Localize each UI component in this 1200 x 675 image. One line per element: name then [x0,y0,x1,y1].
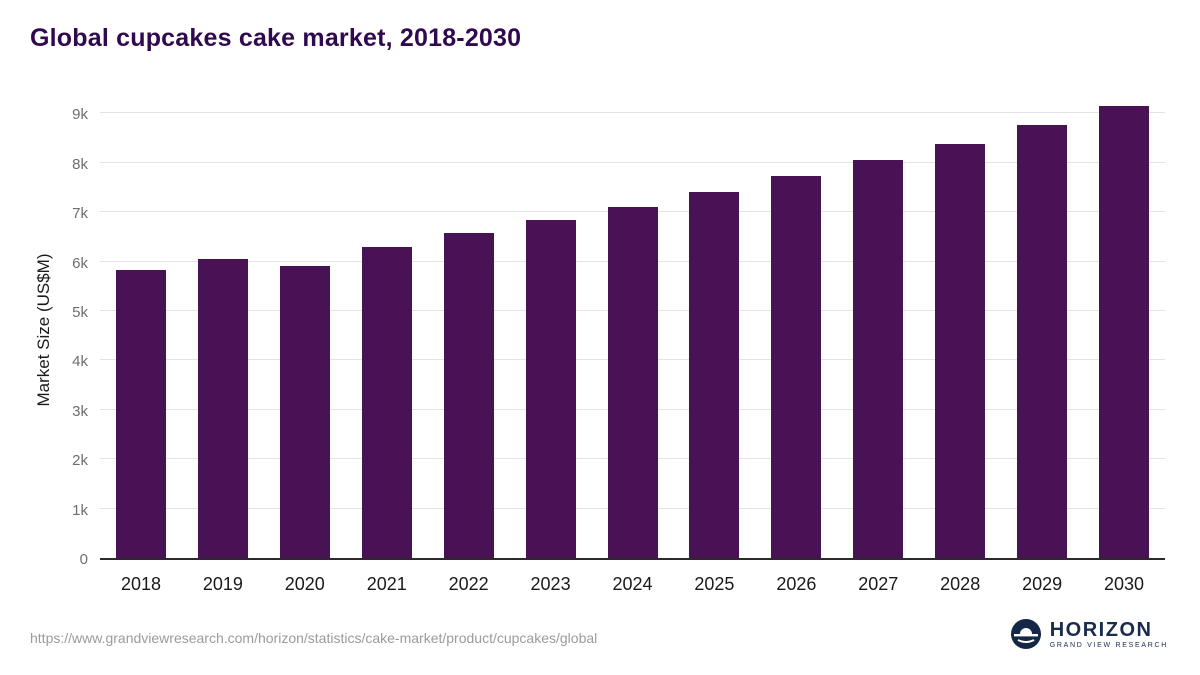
y-tick-label-5k: 5k [72,304,88,321]
x-tick-label-2026: 2026 [776,574,817,594]
plot-area: 0 1k 2k 3k 4k 5k 6k 7k 8k 9k 2018 2019 2020 2021 2022 2… [72,95,1165,594]
gridline-8k [100,161,1165,163]
x-tick-label-2022: 2022 [448,574,489,594]
bar-2022 [443,233,494,558]
horizon-logo-text: HORIZON GRAND VIEW RESEARCH [1050,620,1168,649]
y-tick-label-9k: 9k [72,106,88,124]
bar-2025 [689,191,740,558]
x-tick-label-2021: 2021 [366,574,407,594]
logo-title: HORIZON [1049,618,1153,641]
horizon-logo-icon [1010,619,1041,649]
x-tick-label-2023: 2023 [530,574,571,594]
bar-2030 [1099,105,1150,558]
y-tick-label-8k: 8k [72,155,88,173]
x-tick-label-2020: 2020 [284,574,325,594]
y-tick-label-7k: 7k [72,205,88,223]
horizon-logo: HORIZON GRAND VIEW RESEARCH [1010,618,1168,650]
chart-title: Global cupcakes cake market, 2018-2030 [30,24,522,52]
bar-2019 [197,258,248,558]
x-tick-label-2027: 2027 [858,574,899,594]
x-tick-label-2030: 2030 [1104,574,1145,594]
y-tick-label-1k: 1k [72,501,88,519]
source-url: https://www.grandviewresearch.com/horizo… [30,630,598,646]
x-tick-label-2018: 2018 [120,574,161,594]
y-tick-label-4k: 4k [72,353,88,371]
bar-2024 [607,206,658,558]
x-tick-label-2029: 2029 [1022,574,1063,594]
bar-2028 [935,143,986,558]
x-tick-label-2024: 2024 [612,574,653,594]
bar-2023 [525,220,576,558]
bar-2026 [771,175,822,558]
y-axis-title: Market Size (US$M) [34,253,53,407]
bar-2018 [115,270,166,558]
x-tick-label-2019: 2019 [202,574,243,594]
bar-2027 [853,160,904,558]
gridline-9k [100,112,1165,114]
y-tick-label-6k: 6k [72,254,88,272]
logo-subtitle: GRAND VIEW RESEARCH [1049,641,1168,649]
x-tick-label-2025: 2025 [694,574,735,594]
y-tick-label-3k: 3k [72,402,88,420]
bar-2029 [1017,125,1068,558]
bar-2020 [279,266,330,558]
x-tick-label-2028: 2028 [940,574,981,594]
bar-2021 [361,247,412,558]
y-tick-label-2k: 2k [72,452,88,470]
y-tick-label-0: 0 [79,551,88,568]
